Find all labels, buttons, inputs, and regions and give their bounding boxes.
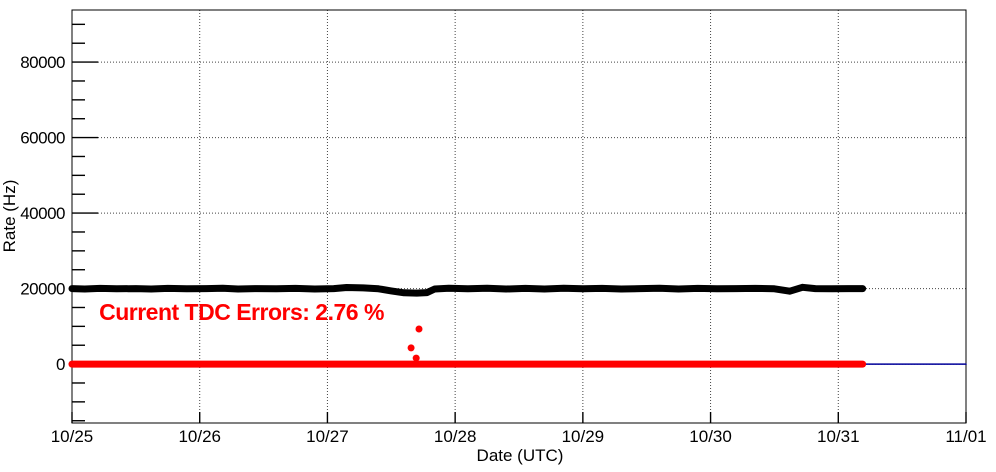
x-tick-label: 11/01 bbox=[945, 427, 986, 446]
y-axis-title: Rate (Hz) bbox=[0, 179, 19, 253]
series-tdc-error-rate bbox=[68, 325, 867, 368]
y-tick-label: 80000 bbox=[20, 53, 65, 72]
tdc-errors-annotation: Current TDC Errors: 2.76 % bbox=[99, 299, 384, 326]
axis-ticks bbox=[71, 23, 967, 423]
x-axis-title: Date (UTC) bbox=[476, 446, 564, 465]
x-tick-label: 10/30 bbox=[689, 427, 732, 446]
y-tick-label: 20000 bbox=[20, 280, 65, 299]
y-tick-label: 0 bbox=[56, 355, 65, 374]
outlier-point bbox=[415, 325, 423, 333]
x-tick-label: 10/28 bbox=[434, 427, 477, 446]
gridlines bbox=[98, 10, 966, 411]
x-axis-tick-labels: 10/25 10/26 10/27 10/28 10/29 10/30 10/31 11/01 bbox=[51, 427, 987, 446]
x-tick-label: 10/25 bbox=[51, 427, 94, 446]
series-trigger-rate bbox=[68, 283, 867, 297]
x-tick-label: 10/31 bbox=[817, 427, 860, 446]
plot-frame bbox=[71, 9, 967, 424]
x-tick-label: 10/27 bbox=[306, 427, 349, 446]
outlier-point bbox=[412, 354, 420, 362]
y-tick-label: 40000 bbox=[20, 204, 65, 223]
x-tick-label: 10/29 bbox=[562, 427, 605, 446]
y-tick-label: 60000 bbox=[20, 129, 65, 148]
y-axis-tick-labels: 0 20000 40000 60000 80000 bbox=[20, 53, 65, 374]
outlier-point bbox=[407, 344, 415, 352]
x-tick-label: 10/26 bbox=[178, 427, 221, 446]
